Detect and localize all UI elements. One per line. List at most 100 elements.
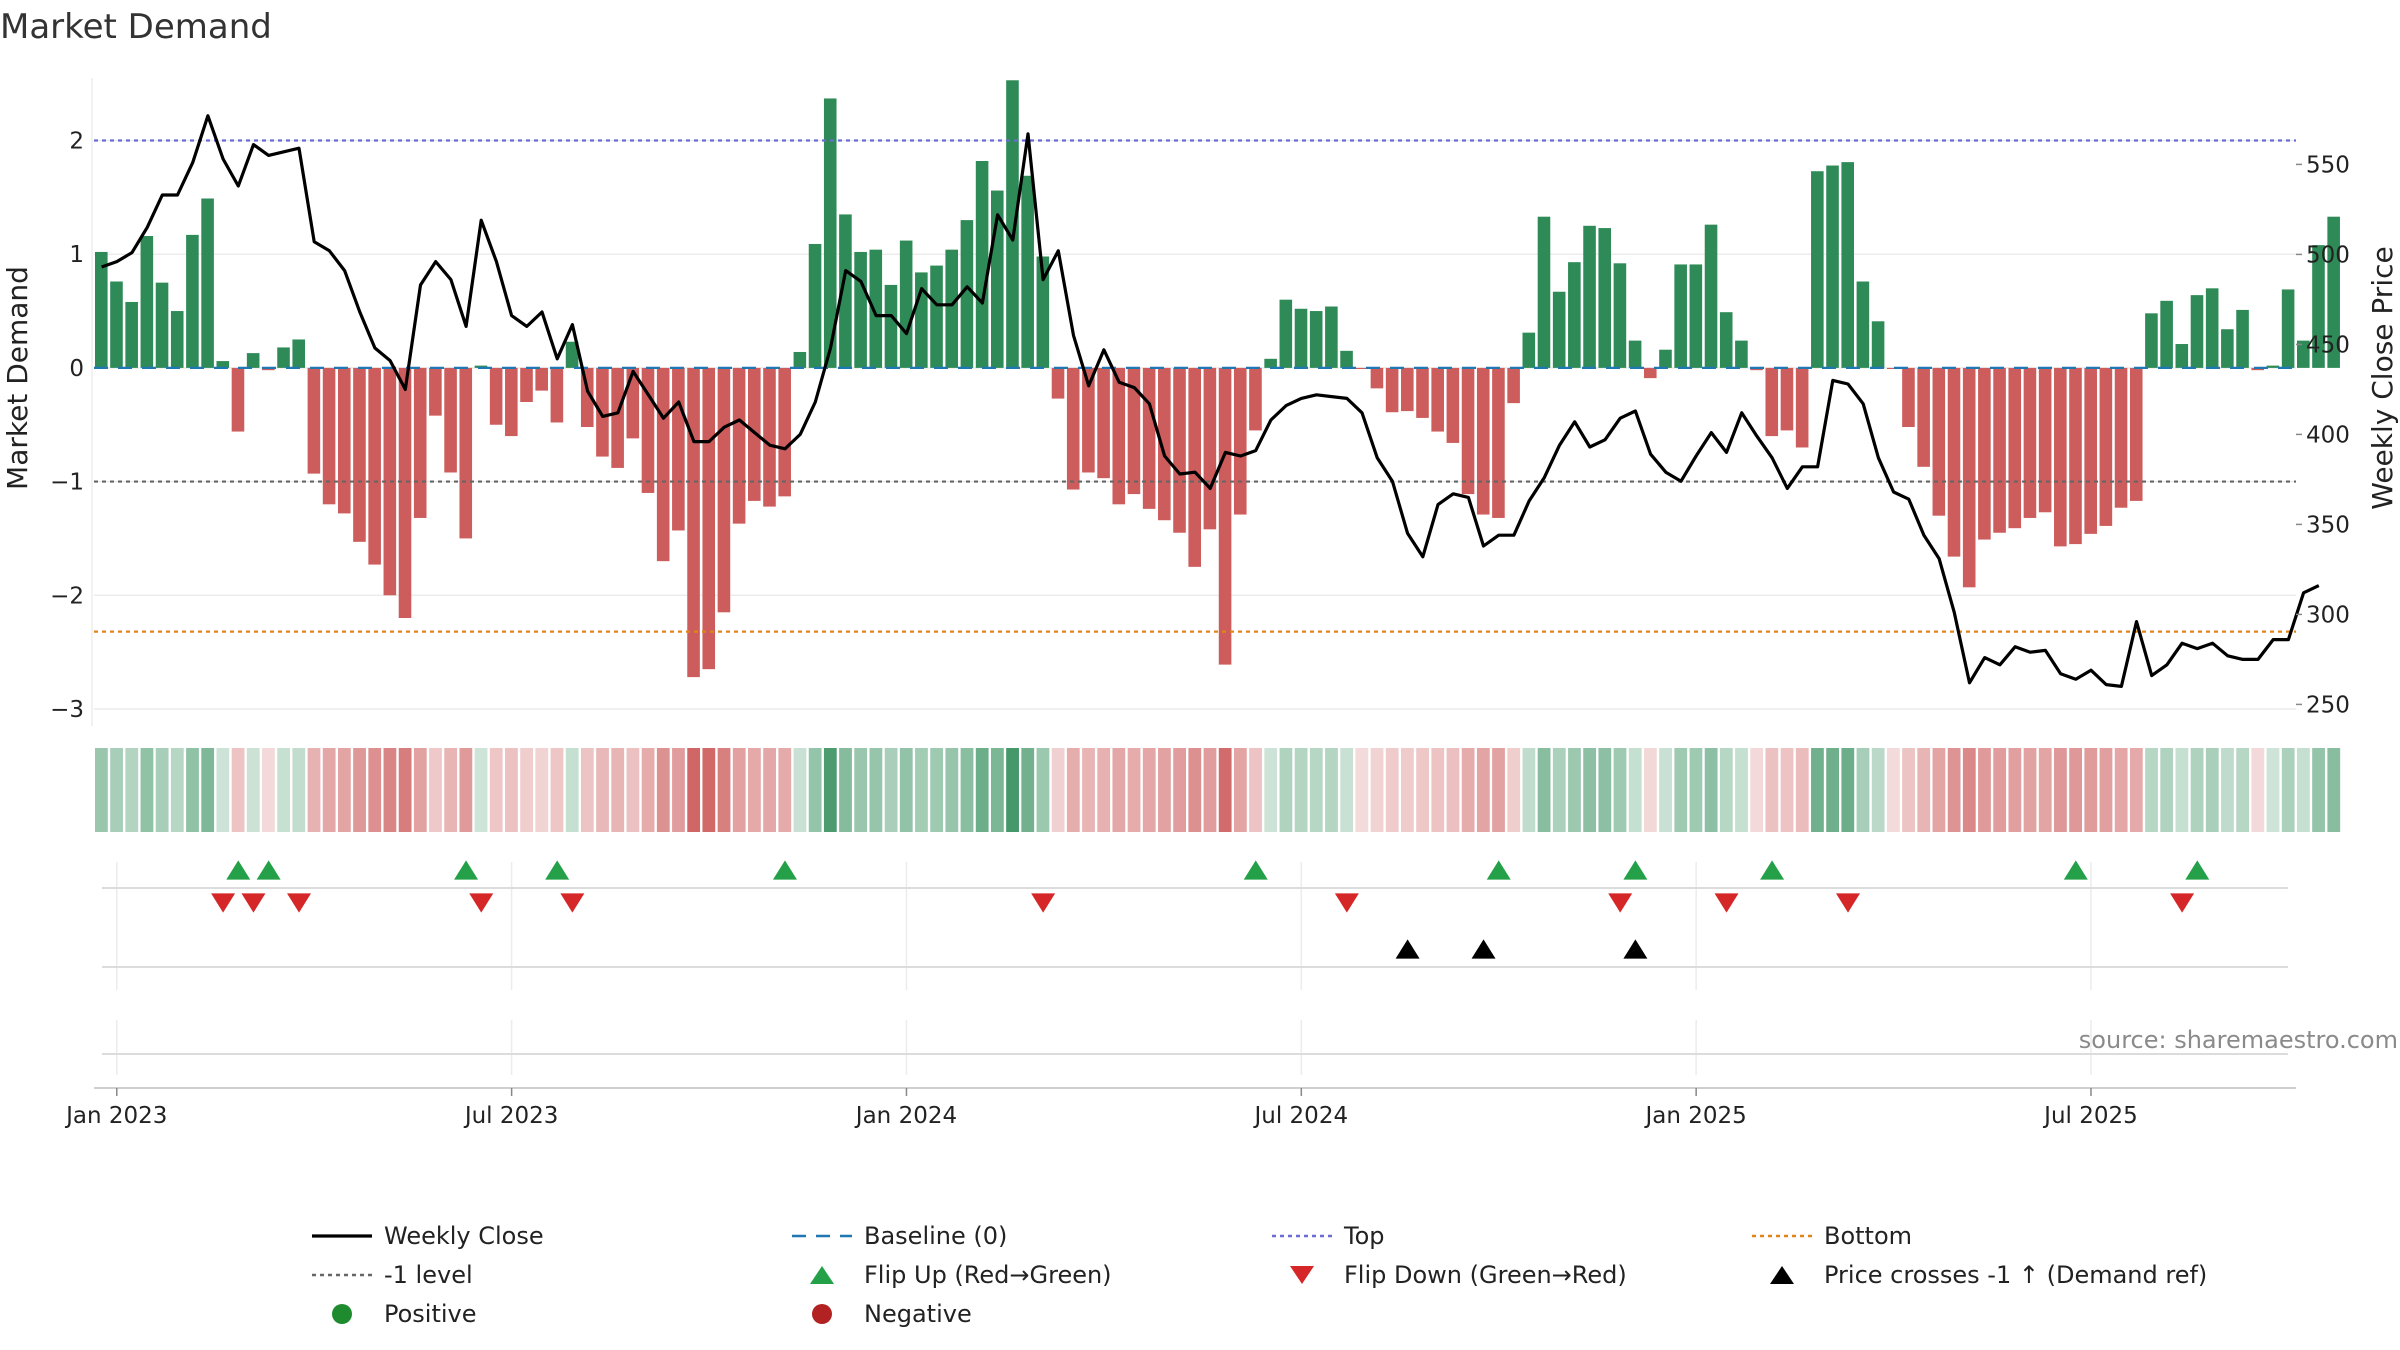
demand-strip-cell <box>1401 748 1414 832</box>
demand-bar <box>1370 367 1384 389</box>
legend-swatch <box>332 1304 352 1324</box>
demand-strip-cell <box>1978 748 1991 832</box>
y2-tick-label: 400 <box>2306 422 2350 448</box>
legend-swatch <box>810 1266 834 1284</box>
legend-label: Flip Up (Red→Green) <box>864 1261 1112 1289</box>
demand-strip-cell <box>915 748 928 832</box>
demand-bar <box>565 341 579 368</box>
legend-label: Positive <box>384 1300 477 1328</box>
demand-bar <box>1689 264 1703 368</box>
demand-strip-cell <box>216 748 230 832</box>
legend-item-top: Top <box>1272 1222 1385 1250</box>
demand-bar <box>2251 367 2265 371</box>
demand-bar <box>1962 367 1976 588</box>
demand-bar <box>793 351 807 368</box>
demand-bar <box>1811 171 1824 368</box>
legend-label: Price crosses -1 ↑ (Demand ref) <box>1824 1261 2207 1289</box>
demand-strip-cell <box>656 748 670 832</box>
demand-strip-cell <box>520 748 533 832</box>
flip-down-marker <box>1714 893 1739 913</box>
demand-bar <box>1841 162 1854 368</box>
legend-swatch <box>812 1304 832 1324</box>
legend-swatch <box>1290 1266 1314 1284</box>
demand-strip-cell <box>1279 748 1293 832</box>
demand-strip-cell <box>1233 748 1247 832</box>
demand-bar <box>368 367 381 565</box>
demand-strip-cell <box>307 748 321 832</box>
demand-bar <box>216 361 230 368</box>
demand-strip-cell <box>2281 748 2295 832</box>
demand-bar <box>1856 281 1870 368</box>
demand-bar <box>1886 367 1900 370</box>
demand-bar <box>474 365 488 368</box>
demand-strip-cell <box>2145 748 2158 832</box>
demand-strip-cell <box>1082 748 1095 832</box>
x-tick-label: Jul 2025 <box>2042 1103 2138 1129</box>
demand-strip-cell <box>413 748 427 832</box>
demand-strip-cell <box>975 748 989 832</box>
demand-bar <box>1917 367 1930 467</box>
demand-bar <box>1795 367 1809 448</box>
demand-strip-cell <box>2099 748 2113 832</box>
demand-bar <box>489 367 503 425</box>
demand-strip-cell <box>1385 748 1399 832</box>
demand-bar <box>1552 291 1566 368</box>
x-tick-label: Jan 2024 <box>854 1103 957 1129</box>
legend-label: Bottom <box>1824 1222 1912 1250</box>
demand-bar <box>1704 224 1718 368</box>
demand-bar <box>1127 367 1141 495</box>
demand-bar <box>1659 349 1672 368</box>
demand-bar <box>1902 367 1915 428</box>
demand-bar <box>155 282 169 368</box>
demand-strip-cell <box>748 748 761 832</box>
demand-bar <box>2038 367 2052 513</box>
demand-strip-cell <box>1552 748 1566 832</box>
demand-bar <box>1294 308 1308 368</box>
demand-bar <box>1598 228 1612 368</box>
demand-strip-cell <box>1218 748 1232 832</box>
y-tick-label: −1 <box>50 470 84 496</box>
demand-strip-cell <box>2266 748 2280 832</box>
y-tick-label: 1 <box>69 242 84 268</box>
flip-up-marker <box>1623 860 1648 880</box>
demand-bar <box>1309 311 1323 368</box>
demand-strip-cell <box>1993 748 2007 832</box>
demand-bar <box>1112 367 1126 505</box>
flip-down-marker <box>1334 893 1359 913</box>
demand-strip-cell <box>2129 748 2143 832</box>
demand-strip-cell <box>1886 748 1900 832</box>
flip-up-marker <box>256 860 281 880</box>
x-tick-label: Jan 2025 <box>1643 1103 1746 1129</box>
demand-bar <box>125 301 138 368</box>
demand-strip-cell <box>1871 748 1885 832</box>
demand-strip-cell <box>1780 748 1794 832</box>
legend-label: -1 level <box>384 1261 473 1289</box>
demand-bar <box>2145 313 2158 368</box>
demand-bar <box>1036 256 1050 368</box>
demand-strip-cell <box>155 748 169 832</box>
demand-strip-cell <box>763 748 776 832</box>
demand-strip-cell <box>1583 748 1597 832</box>
demand-strip-cell <box>1127 748 1141 832</box>
x-tick-label: Jan 2023 <box>64 1103 167 1129</box>
demand-strip-cell <box>95 748 108 832</box>
demand-strip-cell <box>1750 748 1764 832</box>
demand-strip-cell <box>2023 748 2037 832</box>
demand-strip-cell <box>474 748 488 832</box>
legend-label: Flip Down (Green→Red) <box>1344 1261 1627 1289</box>
demand-strip-cell <box>1340 748 1354 832</box>
demand-strip-cell <box>231 748 245 832</box>
demand-bar <box>1993 367 2006 533</box>
demand-strip-cell <box>277 748 291 832</box>
demand-bar <box>2023 367 2037 518</box>
demand-strip-cell <box>1370 748 1384 832</box>
demand-strip-cell <box>1142 748 1156 832</box>
demand-strip-cell <box>1704 748 1718 832</box>
flip-down-marker <box>1836 893 1861 913</box>
demand-strip-cell <box>854 748 868 832</box>
demand-bar <box>383 367 397 596</box>
demand-strip-cell <box>1188 748 1202 832</box>
x-tick-label: Jul 2024 <box>1252 1103 1348 1129</box>
demand-strip-cell <box>1522 748 1536 832</box>
